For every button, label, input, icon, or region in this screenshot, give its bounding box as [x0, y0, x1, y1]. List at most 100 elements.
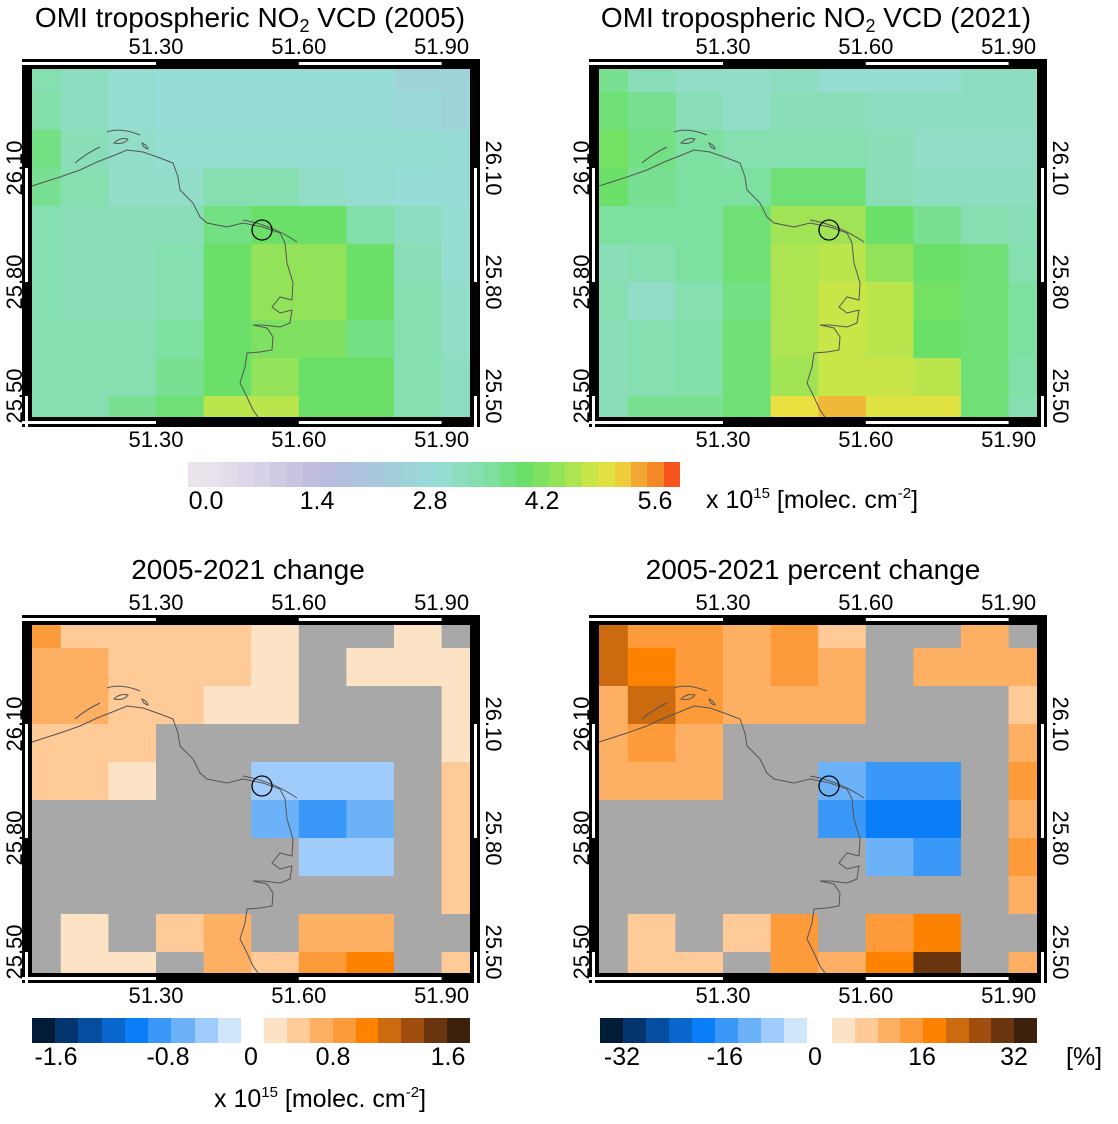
grid-cell — [865, 914, 914, 953]
grid-cell — [298, 648, 347, 687]
grid-cell — [441, 69, 471, 93]
lon-tick-label-top: 51.60 — [271, 34, 327, 59]
grid-cell — [599, 762, 629, 801]
grid-cell — [865, 952, 914, 974]
colorbar-cell — [761, 1018, 784, 1043]
grid-cell — [32, 914, 62, 953]
lon-tick-label-bottom: 51.30 — [695, 983, 751, 1008]
frame-segment — [474, 724, 477, 838]
grid-cell — [770, 320, 819, 359]
grid-cell — [913, 724, 962, 763]
grid-cell — [32, 952, 62, 974]
grid-cell — [961, 92, 1010, 131]
colorbar-change-positive — [264, 1018, 471, 1043]
grid-cell — [203, 206, 252, 245]
grid-cell — [394, 206, 443, 245]
grid-cell — [961, 762, 1010, 801]
grid-cell — [1008, 625, 1038, 649]
island — [112, 694, 149, 706]
grid-cell — [108, 762, 157, 801]
grid-cell — [156, 648, 205, 687]
grid-cell — [298, 914, 347, 953]
grid-cell — [108, 244, 157, 283]
frame-segment — [589, 618, 723, 621]
lat-tick-label-left: 26.10 — [569, 696, 594, 752]
grid-cell — [32, 396, 62, 418]
grid-cell — [770, 686, 819, 725]
grid-cell — [441, 800, 471, 839]
grid-cell — [818, 952, 867, 974]
grid-cell — [913, 625, 962, 649]
grid-cell — [818, 838, 867, 877]
grid-cell — [675, 320, 724, 359]
grid-cell — [60, 358, 109, 397]
colorbar-tick-label: -1.6 — [34, 1043, 78, 1071]
grid-cell — [203, 876, 252, 915]
colorbar-cell — [335, 462, 353, 487]
grid-cell — [675, 244, 724, 283]
colorbar-tick-label: 4.2 — [524, 487, 560, 515]
grid-cell — [203, 320, 252, 359]
grid-cell — [770, 206, 819, 245]
grid-cell — [627, 914, 676, 953]
grid-cell — [1008, 92, 1038, 131]
grid-cell — [32, 800, 62, 839]
lon-tick-label-bottom: 51.30 — [128, 427, 184, 452]
colorbar-cell — [148, 1018, 172, 1043]
grid-cell — [394, 396, 443, 418]
frame-segment — [589, 62, 723, 65]
city-marker-circle — [251, 219, 273, 241]
grid-cell — [913, 914, 962, 953]
grid-cell — [203, 92, 252, 131]
colorbar-cell — [647, 462, 664, 487]
grid-cell — [627, 762, 676, 801]
grid-cell — [251, 838, 300, 877]
grid-cell — [675, 206, 724, 245]
lat-tick-label-left: 25.50 — [569, 924, 594, 980]
grid-cell — [913, 800, 962, 839]
colorbar-cell — [286, 462, 303, 487]
grid-cell — [60, 686, 109, 725]
grid-cell — [770, 168, 819, 207]
grid-cell — [156, 320, 205, 359]
grid-cell — [599, 396, 629, 418]
grid-cell — [599, 724, 629, 763]
grid-cell — [599, 838, 629, 877]
lat-tick-label-left: 25.80 — [2, 810, 27, 866]
grid-cell — [1008, 800, 1038, 839]
lon-tick-label-bottom: 51.30 — [128, 983, 184, 1008]
colorbar-cell — [548, 462, 566, 487]
grid-cell — [913, 952, 962, 974]
lon-tick-label-bottom: 51.30 — [695, 427, 751, 452]
grid-cell — [599, 625, 629, 649]
grid-cell — [60, 320, 109, 359]
grid-cell — [108, 69, 157, 93]
colorbar-tick-label: -16 — [706, 1043, 744, 1071]
grid-cell — [203, 952, 252, 974]
frame-segment — [592, 396, 595, 427]
grid-cell — [60, 625, 109, 649]
colorbar-cell — [424, 1018, 448, 1043]
colorbar-cell — [630, 462, 648, 487]
grid-cell — [865, 244, 914, 283]
grid-cell — [961, 320, 1010, 359]
city-marker-circle — [818, 219, 840, 241]
grid-cell — [203, 686, 252, 725]
lon-tick-label-top: 51.60 — [838, 34, 894, 59]
grid-cell — [298, 130, 347, 169]
grid-cell — [675, 396, 724, 418]
grid-cell — [298, 396, 347, 418]
grid-cell — [627, 952, 676, 974]
colorbar-cell — [581, 462, 599, 487]
grid-cell — [156, 952, 205, 974]
grid-cell — [770, 800, 819, 839]
frame-segment — [865, 62, 1009, 65]
grid-cell — [599, 130, 629, 169]
grid-cell — [961, 914, 1010, 953]
colorbar-cell — [900, 1018, 924, 1043]
grid-cell — [913, 358, 962, 397]
grid-cell — [441, 396, 471, 418]
colorbar-cell — [237, 462, 254, 487]
city-marker-circle — [818, 775, 840, 797]
grid-cell — [394, 282, 443, 321]
